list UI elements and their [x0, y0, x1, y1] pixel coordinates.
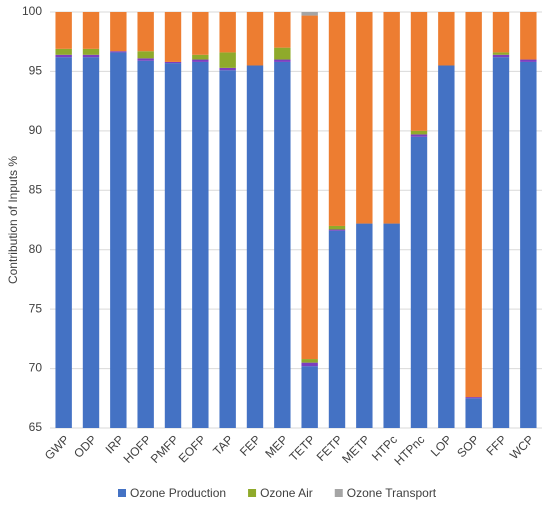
x-tick-label: HOFP [121, 432, 154, 465]
bar-segment [55, 54, 72, 58]
x-tick-label: TAP [210, 432, 236, 458]
bar-segment [492, 54, 510, 58]
x-tick-label: FFP [483, 432, 509, 458]
x-tick-label: FEP [237, 432, 263, 458]
bar-segment [137, 12, 154, 52]
bar-segment [219, 67, 236, 71]
bar-segment [492, 52, 510, 55]
y-tick-label: 90 [29, 123, 43, 137]
x-tick-label: EOFP [176, 432, 209, 465]
bar-segment [328, 12, 346, 226]
x-tick-label: ODP [71, 432, 99, 460]
x-tick-label: LOP [428, 432, 455, 459]
legend-label: Ozone Transport [347, 486, 437, 500]
bar-segment [328, 229, 346, 231]
bar-segment [328, 225, 346, 230]
bar-segment [219, 52, 236, 68]
x-tick-label: METP [339, 432, 372, 465]
bar-segment [301, 366, 318, 428]
bar-segment [492, 57, 510, 429]
bar-segment [410, 12, 428, 131]
legend-swatch [118, 489, 126, 497]
bar-segment [82, 57, 100, 429]
bar-segment [110, 52, 127, 428]
legend-label: Ozone Production [130, 486, 226, 500]
bar-segment [356, 12, 373, 224]
x-tick-label: GWP [42, 432, 72, 462]
x-tick-label: SOP [454, 432, 482, 460]
bar-segment [164, 61, 182, 64]
bar-segment [164, 12, 182, 62]
bar-segment [55, 57, 72, 429]
x-tick-label: HTPnc [392, 432, 428, 468]
y-tick-label: 100 [22, 4, 42, 18]
bar-segment [383, 12, 400, 224]
bar-segment [274, 12, 291, 48]
bar-segment [492, 12, 510, 53]
bar-segment [192, 61, 209, 429]
bar-segment [82, 48, 100, 55]
bar-segment [192, 59, 209, 62]
x-tick-label: FETP [314, 432, 346, 464]
bar-segment [328, 230, 346, 428]
bar-segment [219, 70, 236, 429]
bar-segment [410, 136, 428, 429]
bar-segment [383, 223, 400, 428]
y-tick-label: 75 [29, 301, 43, 315]
bar-segment [356, 223, 373, 428]
bar-segment [301, 12, 318, 16]
x-tick-label: WCP [507, 432, 537, 462]
bar-segment [410, 134, 428, 137]
bar-segment [274, 61, 291, 429]
y-axis-label: Contribution of Inputs % [6, 156, 20, 284]
bar-segment [520, 59, 537, 62]
bar-segment [110, 12, 127, 52]
bar-segment [246, 65, 264, 428]
legend-swatch [334, 489, 343, 497]
x-tick-label: MEP [262, 432, 290, 460]
bar-segment [274, 47, 291, 60]
legend-label: Ozone Air [260, 486, 313, 500]
bar-segment [192, 54, 209, 60]
legend-swatch [248, 489, 257, 497]
bar-segment [301, 359, 318, 363]
bar-segment [438, 12, 455, 66]
x-tick-label: PMFP [148, 432, 181, 465]
bar-segment [465, 12, 482, 398]
y-tick-label: 65 [29, 420, 43, 434]
bar-segment [82, 54, 100, 58]
bar-segment [137, 58, 154, 61]
y-tick-label: 70 [29, 361, 43, 375]
bar-segment [164, 63, 182, 428]
x-tick-label: TETP [286, 432, 318, 464]
bar-segment [137, 51, 154, 59]
bar-segment [192, 12, 209, 55]
bar-segment [55, 12, 72, 49]
bar-segment [274, 59, 291, 62]
bar-segment [246, 12, 264, 66]
bar-segment [465, 398, 482, 428]
bar-segment [301, 362, 318, 367]
y-tick-label: 85 [29, 182, 43, 196]
bar-segment [219, 12, 236, 53]
bar-segment [465, 397, 482, 399]
bar-segment [520, 61, 537, 429]
bar-segment [110, 51, 127, 53]
y-tick-label: 95 [29, 64, 43, 78]
bar-segment [55, 48, 72, 55]
bar-segment [301, 15, 318, 360]
bar-segment [438, 65, 455, 428]
bar-segment [137, 60, 154, 428]
bar-segment [520, 12, 537, 60]
bar-segment [82, 12, 100, 49]
y-tick-label: 80 [29, 242, 43, 256]
bar-segment [410, 130, 428, 135]
